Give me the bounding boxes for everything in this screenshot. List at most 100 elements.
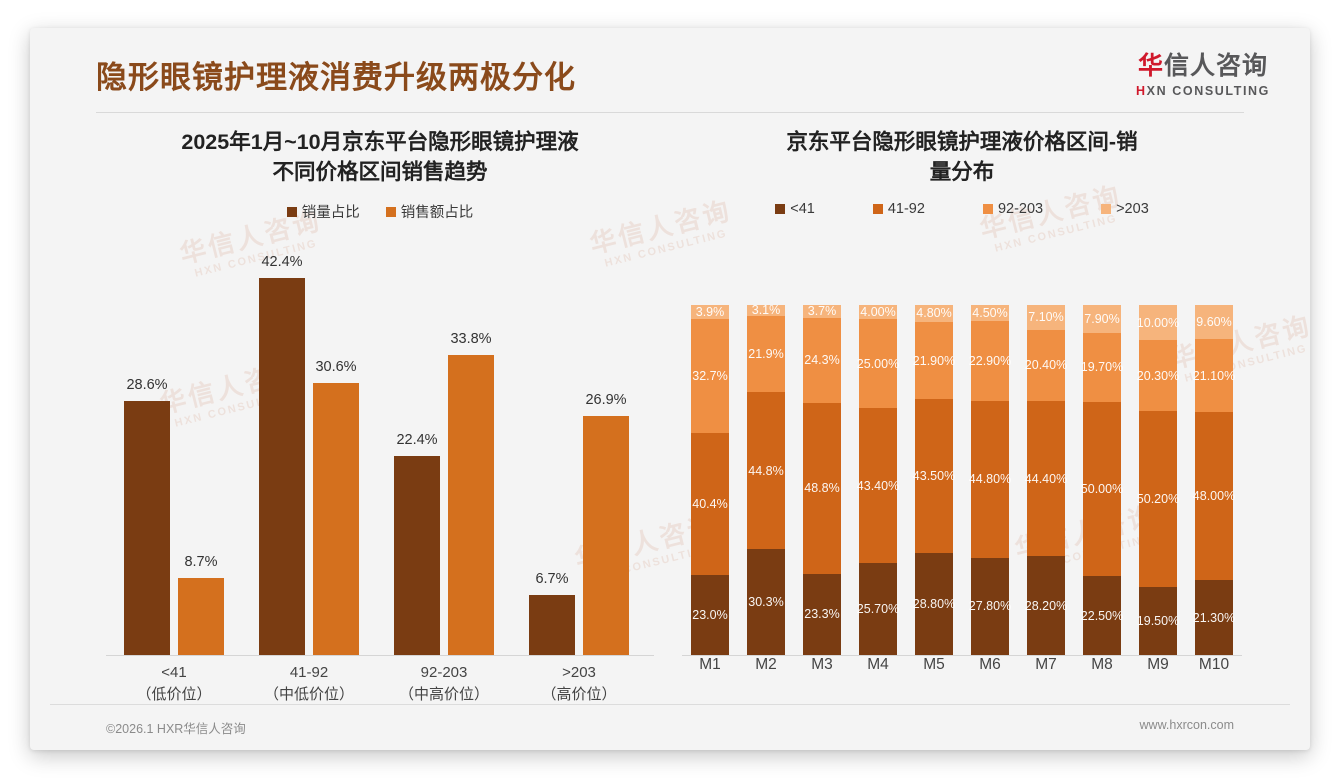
segment-gt203: 3.7% (803, 304, 841, 319)
header: 隐形眼镜护理液消费升级两极分化 华信人咨询 HXN CONSULTING (30, 28, 1310, 113)
bar-value-label: 28.6% (126, 377, 168, 393)
legend-label-92-203: 92-203 (997, 201, 1044, 218)
segment-value-label: 43.50% (912, 469, 956, 484)
segment-value-label: 4.50% (972, 305, 1008, 320)
segment-92-203: 20.30% (1136, 340, 1180, 412)
legend-item-41-92[interactable]: 41-92 (872, 201, 925, 218)
bar-volume-3[interactable]: 6.7% (529, 571, 575, 655)
segment-gt203: 4.00% (859, 305, 897, 320)
stacked-bar-M5[interactable]: 4.80% 21.90% 43.50% 28.80% (912, 305, 956, 655)
left-chart-title-line2: 不同价格区间销售趋势 (272, 159, 488, 184)
segment-value-label: 48.00% (1192, 489, 1236, 504)
bar-fill (259, 278, 305, 655)
month-tick-M6: M6 (979, 656, 1001, 673)
legend-label-volume: 销量占比 (301, 205, 360, 222)
month-tick-M3: M3 (811, 656, 833, 673)
segment-value-label: 40.4% (692, 496, 728, 511)
legend-item-92-203[interactable]: 92-203 (982, 201, 1044, 218)
x-tick-0-sub: （低价位） (136, 685, 212, 703)
bar-group-2: 22.4% 33.8% (384, 256, 504, 655)
right-chart-title: 京东平台隐形眼镜护理液价格区间-销 量分布 (727, 128, 1197, 187)
segment-41-92: 50.20% (1136, 411, 1180, 587)
segment-value-label: 19.70% (1080, 360, 1124, 375)
segment-value-label: 27.80% (968, 599, 1012, 614)
left-chart-title-line1: 2025年1月~10月京东平台隐形眼镜护理液 (181, 130, 579, 154)
segment-lt41: 25.70% (857, 563, 899, 655)
stacked-bar-M4[interactable]: 4.00% 25.00% 43.40% 25.70% (856, 305, 900, 655)
segment-92-203: 19.70% (1080, 332, 1124, 402)
segment-92-203: 20.40% (1025, 329, 1067, 402)
bar-group-3: 6.7% 26.9% (519, 256, 639, 655)
left-chart-axis (106, 655, 654, 656)
stacked-bar-M8[interactable]: 7.90% 19.70% 50.00% 22.50% (1080, 305, 1124, 655)
segment-92-203: 25.00% (857, 319, 899, 409)
segment-value-label: 20.30% (1136, 368, 1180, 383)
segment-value-label: 7.90% (1084, 311, 1120, 326)
segment-value-label: 44.8% (748, 463, 784, 478)
segment-lt41: 28.80% (913, 553, 955, 655)
bar-group-1: 42.4% 30.6% (249, 254, 369, 655)
legend-swatch-revenue (385, 206, 396, 217)
segment-92-203: 21.9% (747, 315, 785, 393)
brand-logo: 华信人咨询 HXN CONSULTING (1136, 54, 1270, 98)
x-tick-2: 92-203 （中高价位） (369, 662, 519, 706)
segment-gt203: 10.00% (1137, 305, 1179, 340)
stacked-bar-M2[interactable]: 3.1% 21.9% 44.8% 30.3% (747, 303, 785, 655)
stacked-bar-M3[interactable]: 3.7% 24.3% 48.8% 23.3% (803, 304, 841, 655)
segment-41-92: 44.80% (968, 400, 1012, 558)
bar-value-label: 8.7% (184, 554, 218, 570)
bar-revenue-3[interactable]: 26.9% (583, 392, 629, 655)
segment-gt203: 3.1% (747, 303, 785, 317)
legend-label-41-92: 41-92 (887, 201, 925, 218)
right-chart-axis (682, 655, 1242, 656)
logo-en-rest: XN CONSULTING (1146, 84, 1270, 98)
bar-fill (124, 401, 170, 655)
stacked-bar-M7[interactable]: 7.10% 20.40% 44.40% 28.20% (1024, 305, 1068, 655)
legend-item-lt41[interactable]: <41 (775, 201, 815, 217)
segment-value-label: 30.3% (748, 595, 784, 610)
segment-value-label: 28.20% (1024, 598, 1068, 613)
segment-lt41: 27.80% (968, 557, 1012, 655)
segment-value-label: 3.7% (807, 304, 837, 319)
segment-value-label: 22.90% (968, 353, 1012, 368)
footer-copyright: ©2026.1 HXR华信人咨询 (106, 722, 246, 736)
bar-revenue-0[interactable]: 8.7% (178, 554, 224, 655)
logo-english-text: HXN CONSULTING (1136, 85, 1270, 98)
segment-value-label: 21.30% (1192, 610, 1236, 625)
segment-value-label: 43.40% (856, 478, 900, 493)
legend-item-revenue[interactable]: 销售额占比 (385, 201, 474, 222)
bar-revenue-2[interactable]: 33.8% (448, 331, 494, 655)
left-chart-legend: 销量占比 销售额占比 (96, 201, 664, 222)
segment-41-92: 43.50% (912, 399, 956, 554)
stacked-bar-M1[interactable]: 3.9% 32.7% 40.4% 23.0% (691, 305, 729, 656)
bar-fill (313, 383, 359, 655)
month-tick-M9: M9 (1147, 656, 1169, 673)
footer-website[interactable]: www.hxrcon.com (1139, 718, 1234, 732)
left-chart-panel: 2025年1月~10月京东平台隐形眼镜护理液 不同价格区间销售趋势 销量占比 销… (96, 128, 664, 718)
legend-item-gt203[interactable]: >203 (1101, 201, 1149, 217)
bar-volume-1[interactable]: 42.4% (259, 254, 305, 655)
bar-revenue-1[interactable]: 30.6% (313, 359, 359, 655)
stacked-bar-M9[interactable]: 10.00% 20.30% 50.20% 19.50% (1136, 305, 1180, 655)
x-tick-3: >203 （高价位） (504, 662, 654, 706)
bar-volume-2[interactable]: 22.4% (394, 432, 440, 655)
legend-swatch-41-92 (872, 204, 883, 215)
segment-value-label: 50.20% (1136, 491, 1180, 506)
segment-gt203: 7.90% (1083, 305, 1121, 333)
stacked-bar-M10[interactable]: 9.60% 21.10% 48.00% 21.30% (1192, 305, 1236, 655)
legend-label-revenue: 销售额占比 (400, 205, 474, 222)
segment-41-92: 48.00% (1192, 412, 1236, 581)
segment-gt203: 4.80% (915, 305, 953, 322)
bar-volume-0[interactable]: 28.6% (124, 377, 170, 655)
segment-value-label: 44.80% (968, 472, 1012, 487)
stacked-bar-M6[interactable]: 4.50% 22.90% 44.80% 27.80% (968, 305, 1012, 655)
segment-lt41: 28.20% (1024, 556, 1068, 655)
segment-value-label: 4.80% (916, 306, 952, 321)
legend-item-volume[interactable]: 销量占比 (286, 201, 360, 222)
page-title: 隐形眼镜护理液消费升级两极分化 (96, 60, 576, 95)
legend-swatch-92-203 (982, 204, 993, 215)
segment-value-label: 23.3% (804, 607, 840, 622)
segment-lt41: 30.3% (747, 549, 785, 655)
segment-41-92: 43.40% (856, 408, 900, 564)
segment-41-92: 48.8% (803, 402, 841, 574)
